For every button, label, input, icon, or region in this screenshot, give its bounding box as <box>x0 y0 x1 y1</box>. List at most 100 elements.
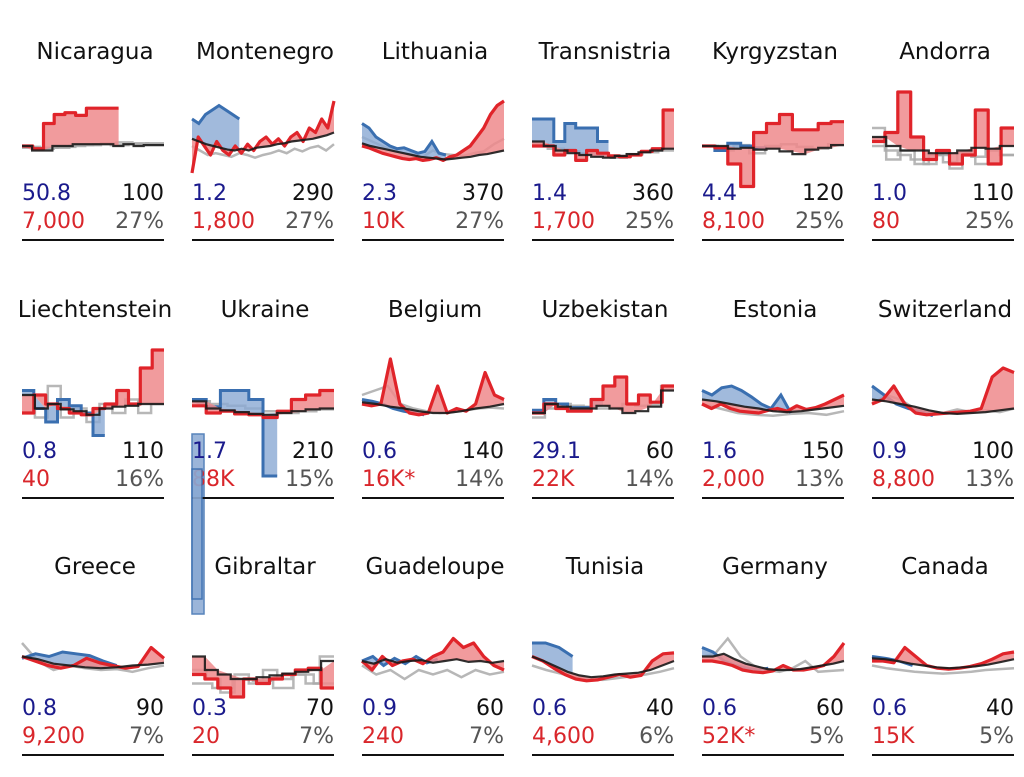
panel-values: 2.3 370 10K 27% <box>362 180 504 236</box>
panel-underline <box>362 497 504 499</box>
blue-value-label: 0.6 <box>702 696 737 721</box>
blue-value-label: 4.4 <box>702 181 737 206</box>
black-baseline-line <box>532 140 674 159</box>
black-value-label: 90 <box>136 696 164 721</box>
panel-values: 1.4 360 1,700 25% <box>532 180 674 236</box>
panel-underline <box>192 239 334 241</box>
sparkline <box>531 641 675 683</box>
gray-comparison-line <box>872 144 1014 166</box>
percent-label: 7% <box>299 724 334 749</box>
red-value-label: 52K* <box>702 724 756 749</box>
red-value-label: 2,000 <box>702 467 765 492</box>
black-baseline-line <box>361 142 505 161</box>
black-value-label: 60 <box>646 439 674 464</box>
panel-lithuania: Lithuania 2.3 370 10K 27% <box>361 32 508 262</box>
sparkline <box>190 100 336 174</box>
red-series-fill <box>702 643 844 673</box>
percent-label: 25% <box>965 209 1014 234</box>
black-baseline-line <box>22 143 164 152</box>
percent-label: 7% <box>469 724 504 749</box>
red-value-label: 7,000 <box>22 209 85 234</box>
percent-label: 15% <box>285 467 334 492</box>
black-value-label: 150 <box>802 439 844 464</box>
sparkline <box>701 384 845 417</box>
black-baseline-line <box>702 144 844 156</box>
panel-underline <box>22 497 164 499</box>
panel-underline <box>532 239 674 241</box>
panel-underline <box>702 239 844 241</box>
black-baseline-line <box>361 401 505 415</box>
red-series-line <box>21 645 166 670</box>
red-series-fill <box>22 108 119 151</box>
panel-values: 1.7 210 88K 15% <box>192 438 334 494</box>
panel-estonia: Estonia 1.6 150 2,000 13% <box>701 290 848 520</box>
panel-switzerland: Switzerland 0.9 100 8,800 13% <box>871 290 1018 520</box>
blue-value-label: 29.1 <box>532 439 581 464</box>
black-value-label: 60 <box>476 696 504 721</box>
gray-comparison-line <box>871 664 1015 675</box>
panel-values: 0.8 110 40 16% <box>22 438 164 494</box>
blue-value-label: 50.8 <box>22 181 71 206</box>
blue-series-line <box>701 384 793 414</box>
black-baseline-line <box>191 131 335 152</box>
black-value-label: 140 <box>462 439 504 464</box>
panel-underline <box>362 754 504 756</box>
panel-title: Belgium <box>387 297 483 323</box>
panel-title: Uzbekistan <box>541 297 669 323</box>
red-series-line <box>361 357 505 417</box>
panel-underline <box>702 497 844 499</box>
panel-title: Guadeloupe <box>365 554 505 580</box>
sparkline <box>871 645 1015 675</box>
black-value-label: 360 <box>632 181 674 206</box>
panel-title: Germany <box>722 554 828 580</box>
panel-title: Lithuania <box>381 39 489 65</box>
red-value-label: 10K <box>362 209 405 234</box>
red-series-line <box>192 388 334 420</box>
panel-gibraltar: Gibraltar 0.3 70 20 7% <box>191 468 338 777</box>
blue-value-label: 2.3 <box>362 181 397 206</box>
red-value-label: 8,800 <box>872 467 935 492</box>
panel-values: 50.8 100 7,000 27% <box>22 180 164 236</box>
sparkline <box>191 468 334 699</box>
panel-values: 0.6 140 16K* 14% <box>362 438 504 494</box>
blue-value-label: 1.7 <box>192 439 227 464</box>
panel-liechtenstein: Liechtenstein 0.8 110 40 16% <box>18 290 172 520</box>
sparkline <box>361 357 505 417</box>
panel-canada: Canada 0.6 40 15K 5% <box>871 547 1018 777</box>
sparkline <box>871 366 1015 418</box>
blue-value-label: 0.3 <box>192 696 227 721</box>
panel-underline <box>532 754 674 756</box>
blue-value-label: 0.8 <box>22 696 57 721</box>
panel-title: Estonia <box>732 297 818 323</box>
red-series-fill <box>702 114 844 187</box>
panel-values: 0.3 70 20 7% <box>192 695 334 751</box>
red-series-line <box>190 100 336 174</box>
red-series-fill <box>872 647 1014 670</box>
panel-title: Montenegro <box>195 39 334 65</box>
panel-title: Switzerland <box>877 297 1013 323</box>
red-value-label: 15K <box>872 724 915 749</box>
panel-guadeloupe: Guadeloupe 0.9 60 240 7% <box>360 547 508 777</box>
black-value-label: 110 <box>122 439 164 464</box>
blue-series-line <box>532 117 609 143</box>
blue-value-label: 0.6 <box>362 439 397 464</box>
blue-value-label: 0.9 <box>872 439 907 464</box>
sparkline <box>702 112 844 189</box>
gray-comparison-line <box>361 664 505 681</box>
panel-kyrgyzstan: Kyrgyzstan 4.4 120 8,100 25% <box>702 32 848 262</box>
sparkline <box>532 375 674 419</box>
panel-title: Andorra <box>899 39 991 65</box>
sparkline <box>22 348 164 437</box>
panel-ukraine: Ukraine 1.7 210 88K 15% <box>191 290 338 615</box>
percent-label: 7% <box>129 724 164 749</box>
panel-title: Kyrgyzstan <box>711 39 839 65</box>
panel-tunisia: Tunisia 0.6 40 4,600 6% <box>531 547 678 777</box>
panel-underline <box>872 754 1014 756</box>
red-value-label: 40 <box>22 467 50 492</box>
panel-underline <box>532 497 674 499</box>
red-value-label: 1,800 <box>192 209 255 234</box>
panel-underline <box>872 239 1014 241</box>
panel-montenegro: Montenegro 1.2 290 1,800 27% <box>190 32 338 262</box>
red-series-line <box>702 112 844 189</box>
